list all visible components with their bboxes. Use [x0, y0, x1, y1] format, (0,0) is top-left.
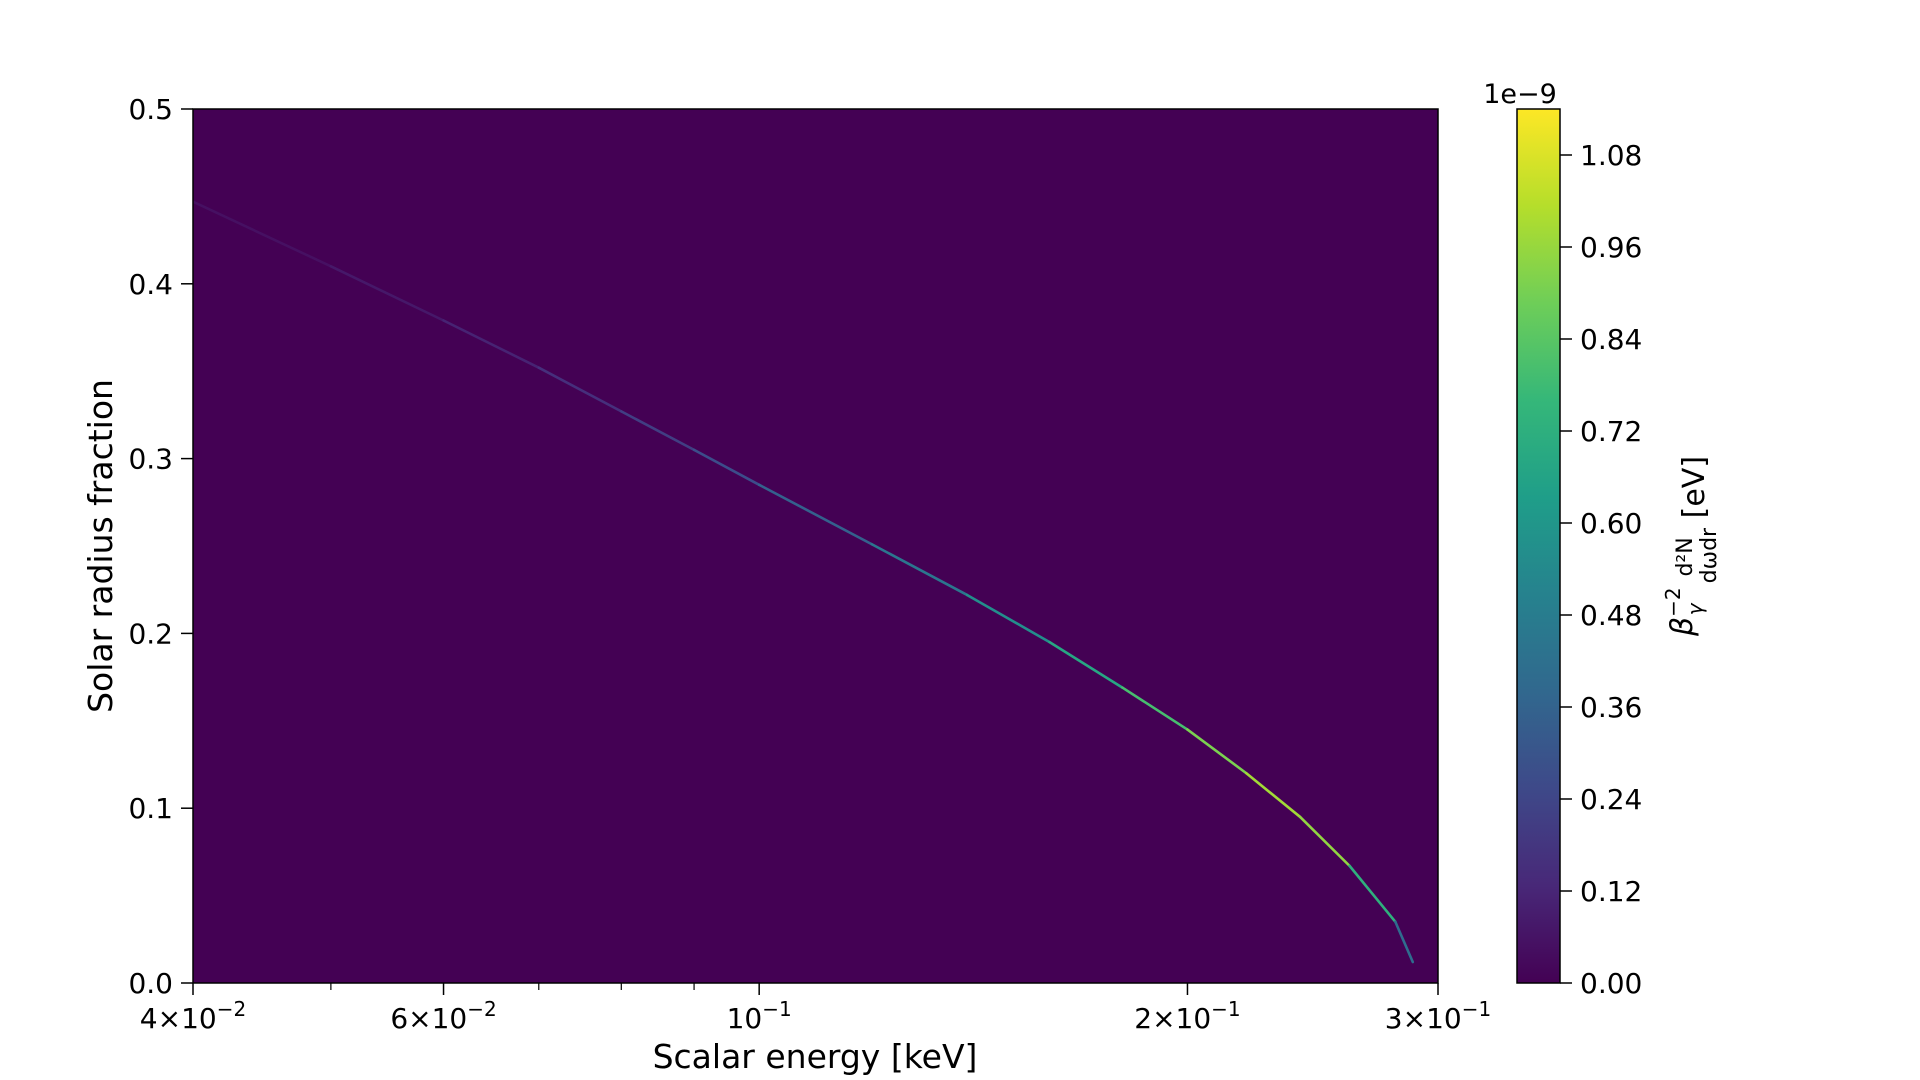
colorbar-axis: 0.00 0.12 0.24 0.36 0.48 0.60 0.72 0.84 0.96 1.08: [1560, 139, 1642, 1000]
ridge-segment: [1298, 815, 1351, 868]
ridge-segment: [757, 483, 874, 546]
ridge-segment: [619, 410, 696, 452]
x-axis-label: Scalar energy [keV]: [653, 1037, 978, 1076]
colorbar-label: β−2γ d²Ndωdr [eV]: [1661, 456, 1722, 637]
ridge-segment: [442, 319, 541, 370]
colorbar-tick-label: 0.36: [1580, 691, 1642, 724]
x-tick-label: 10−1: [727, 997, 792, 1035]
colorbar-tick-label: 0.72: [1580, 415, 1642, 448]
ridge-segment: [1186, 728, 1248, 775]
ridge-segment: [537, 366, 623, 413]
x-axis: 4×10−2 6×10−2 10−1 2×10−1 3×10−1: [140, 983, 1491, 1035]
ridge-segment: [1048, 640, 1124, 689]
heatmap-ridge: [193, 200, 1415, 964]
x-tick-label: 2×10−1: [1134, 997, 1240, 1035]
x-tick-label: 6×10−2: [390, 997, 496, 1035]
ridge-segment: [1245, 771, 1302, 819]
ridge-segment: [193, 200, 333, 268]
heatmap-background: [193, 109, 1438, 983]
ridge-segment: [1348, 864, 1397, 924]
ridge-segment: [1394, 920, 1415, 964]
x-tick-label: 3×10−1: [1385, 997, 1491, 1035]
ridge-segment: [692, 448, 761, 487]
y-tick-label: 0.0: [128, 967, 173, 1000]
ridge-segment: [965, 593, 1051, 644]
y-tick-label: 0.4: [128, 268, 173, 301]
colorbar: [1516, 108, 1561, 984]
colorbar-tick-label: 0.12: [1580, 875, 1642, 908]
y-axis-label: Solar radius fraction: [81, 379, 120, 713]
ridge-segment: [1121, 686, 1189, 731]
colorbar-tick-label: 0.24: [1580, 783, 1642, 816]
colorbar-tick-label: 0.60: [1580, 507, 1642, 540]
colorbar-tick-label: 0.48: [1580, 599, 1642, 632]
ridge-segment: [870, 542, 969, 597]
colorbar-tick-label: 0.84: [1580, 323, 1642, 356]
colorbar-tick-label: 0.00: [1580, 967, 1642, 1000]
y-axis: 0.0 0.1 0.2 0.3 0.4 0.5: [128, 93, 193, 1000]
colorbar-multiplier: 1e−9: [1483, 79, 1557, 110]
ridge-segment: [329, 265, 445, 322]
y-tick-label: 0.3: [128, 443, 173, 476]
y-tick-label: 0.2: [128, 617, 173, 650]
y-tick-label: 0.1: [128, 792, 173, 825]
colorbar-tick-label: 1.08: [1580, 139, 1642, 172]
plot-frame: [192, 108, 1439, 984]
x-tick-label: 4×10−2: [140, 997, 246, 1035]
y-tick-label: 0.5: [128, 93, 173, 126]
colorbar-tick-label: 0.96: [1580, 231, 1642, 264]
